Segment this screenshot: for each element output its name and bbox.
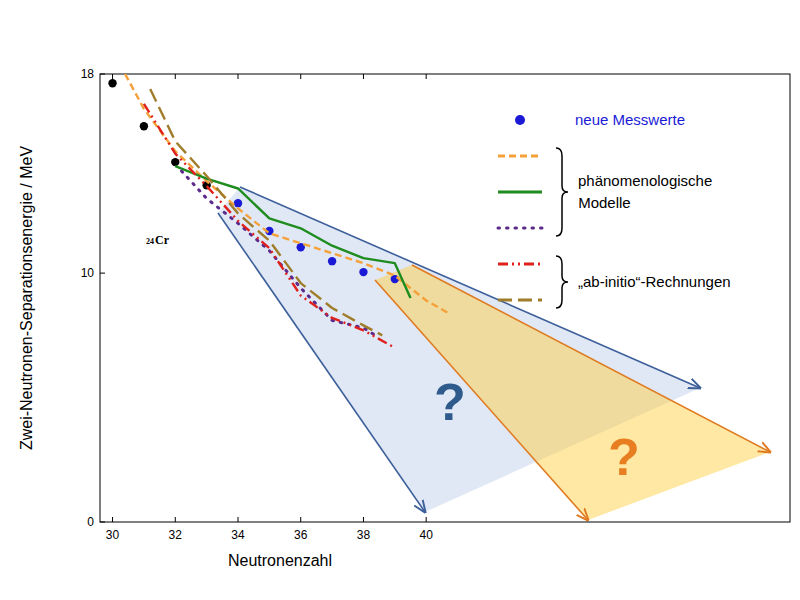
legend-line <box>498 154 542 157</box>
x-tick <box>363 517 364 522</box>
x-tick <box>300 74 301 79</box>
y-tick <box>100 74 105 75</box>
legend-label-line: phänomenologische <box>578 172 712 189</box>
y-tick-label: 18 <box>81 67 95 81</box>
data-point <box>140 122 148 130</box>
x-tick <box>112 74 113 79</box>
x-tick <box>175 74 176 79</box>
x-axis-label: Neutronenzahl <box>228 552 332 569</box>
x-tick <box>238 517 239 522</box>
y-tick <box>100 273 105 274</box>
data-point <box>108 79 116 87</box>
legend-line <box>498 298 542 301</box>
extrapolation-arrow <box>375 280 588 520</box>
x-tick <box>426 517 427 522</box>
legend-label-line: Modelle <box>574 194 631 211</box>
plot-data <box>108 74 448 348</box>
series-line <box>144 104 395 348</box>
element-symbol: Cr <box>155 233 170 247</box>
x-tick-label: 32 <box>169 528 183 542</box>
legend-label: phänomenologische Modelle <box>574 172 712 211</box>
x-tick <box>363 74 364 79</box>
x-tick-label: 30 <box>106 528 120 542</box>
x-tick-label: 40 <box>420 528 434 542</box>
extrapolation-arrow <box>218 213 425 512</box>
legend-line <box>498 227 542 230</box>
x-tick <box>426 74 427 79</box>
x-tick-label: 38 <box>357 528 371 542</box>
series-line <box>150 89 382 335</box>
y-tick-label: 0 <box>87 515 94 529</box>
legend-brace <box>556 148 568 236</box>
legend: neue Messwerte phänomenologische Modelle „… <box>498 111 731 308</box>
series-line <box>125 74 448 313</box>
extrapolation-arrow <box>412 265 770 452</box>
y-tick <box>100 522 105 523</box>
data-point <box>171 158 179 166</box>
question-mark: ? <box>608 428 640 486</box>
element-mass-number: 24 <box>146 237 154 246</box>
data-point <box>328 257 336 265</box>
question-mark: ? <box>434 373 466 431</box>
x-tick <box>112 517 113 522</box>
y-axis-label: Zwei-Neutronen-Separationsenergie / MeV <box>18 146 35 450</box>
y-tick-label: 10 <box>81 266 95 280</box>
x-tick-label: 36 <box>294 528 308 542</box>
legend-marker <box>515 115 525 125</box>
x-tick <box>238 74 239 79</box>
data-point <box>359 268 367 276</box>
legend-label: „ab-initio“-Rechnungen <box>578 273 731 290</box>
x-tick <box>300 517 301 522</box>
chart: 30 32 34 36 38 40 0 10 18 Neutronenzahl Zwei-Neutr… <box>0 0 800 600</box>
x-tick <box>175 517 176 522</box>
legend-brace <box>556 256 568 308</box>
uncertainty-wedge <box>375 265 770 520</box>
legend-label: neue Messwerte <box>575 111 685 128</box>
data-point <box>234 199 242 207</box>
legend-line <box>498 190 542 193</box>
legend-line <box>498 262 542 265</box>
plot-frame <box>100 74 790 522</box>
x-tick-label: 34 <box>231 528 245 542</box>
